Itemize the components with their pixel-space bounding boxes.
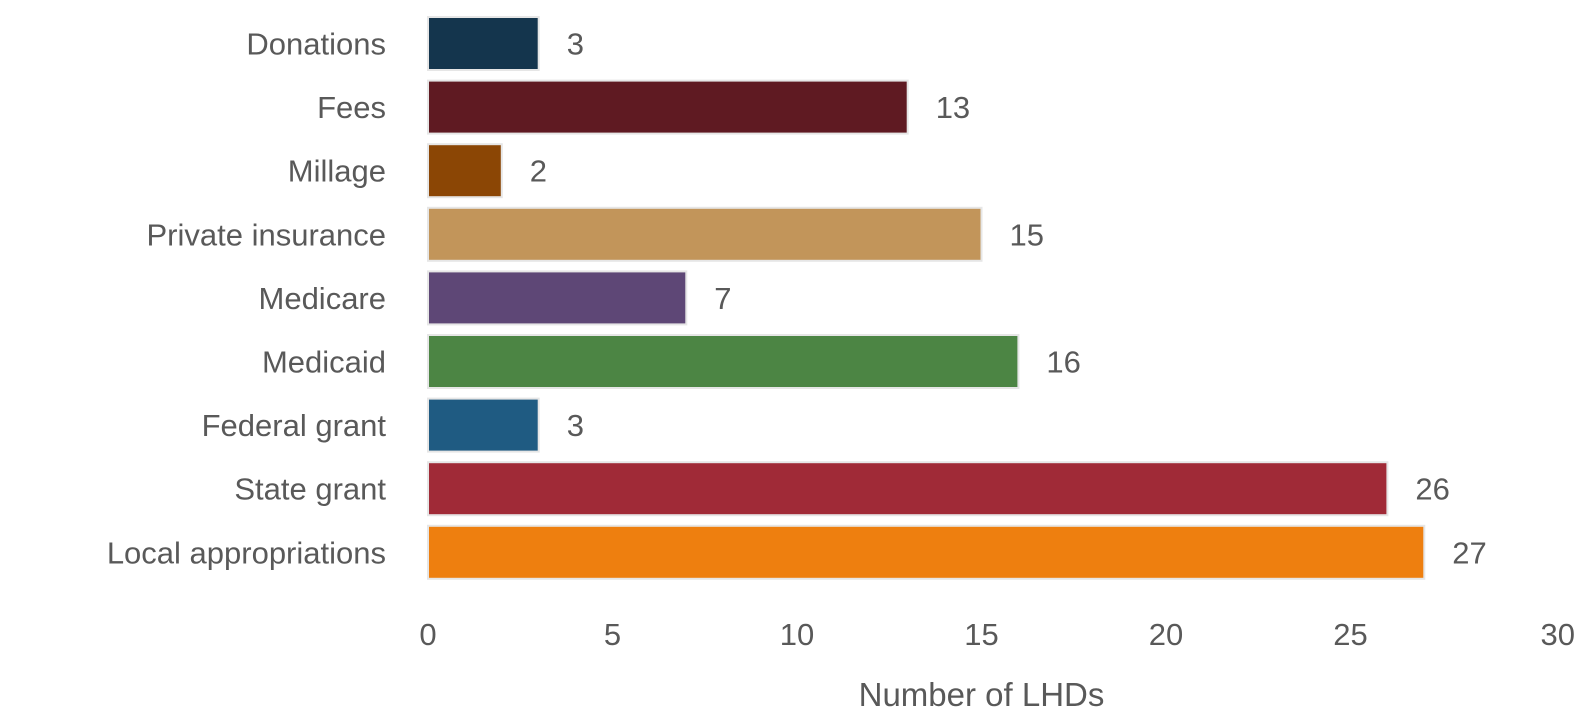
x-tick-label: 15 bbox=[964, 617, 998, 652]
bar-federal-grant bbox=[427, 397, 540, 453]
value-label-private-insurance: 15 bbox=[1010, 217, 1044, 252]
bar-donations bbox=[427, 16, 540, 71]
category-label-federal-grant: Federal grant bbox=[202, 408, 387, 443]
category-label-private-insurance: Private insurance bbox=[146, 217, 386, 252]
value-label-medicaid: 16 bbox=[1046, 345, 1080, 380]
bar-local-appropriations bbox=[427, 524, 1426, 580]
value-label-donations: 3 bbox=[567, 27, 584, 62]
category-label-medicaid: Medicaid bbox=[262, 345, 386, 380]
value-label-local-appropriations: 27 bbox=[1452, 535, 1486, 570]
value-label-fees: 13 bbox=[936, 90, 970, 125]
x-tick-label: 5 bbox=[604, 617, 621, 652]
x-tick-label: 30 bbox=[1541, 617, 1575, 652]
category-label-donations: Donations bbox=[246, 27, 386, 62]
bar-medicaid bbox=[427, 334, 1020, 389]
bar-medicare bbox=[427, 270, 688, 326]
x-tick-label: 0 bbox=[419, 617, 436, 652]
bar-fees bbox=[427, 79, 909, 135]
bar-state-grant bbox=[427, 461, 1389, 517]
x-tick-label: 10 bbox=[780, 617, 814, 652]
x-axis-title: Number of LHDs bbox=[859, 676, 1105, 713]
x-tick-label: 20 bbox=[1149, 617, 1183, 652]
category-label-millage: Millage bbox=[288, 154, 386, 189]
x-tick-label: 25 bbox=[1333, 617, 1367, 652]
category-label-medicare: Medicare bbox=[259, 281, 387, 316]
bar-millage bbox=[427, 143, 503, 199]
value-label-federal-grant: 3 bbox=[567, 408, 584, 443]
value-label-millage: 2 bbox=[530, 154, 547, 189]
category-label-fees: Fees bbox=[317, 90, 386, 125]
category-label-state-grant: State grant bbox=[234, 472, 386, 507]
value-label-medicare: 7 bbox=[714, 281, 731, 316]
bar-private-insurance bbox=[427, 206, 983, 262]
category-label-local-appropriations: Local appropriations bbox=[107, 535, 386, 570]
value-label-state-grant: 26 bbox=[1415, 472, 1449, 507]
